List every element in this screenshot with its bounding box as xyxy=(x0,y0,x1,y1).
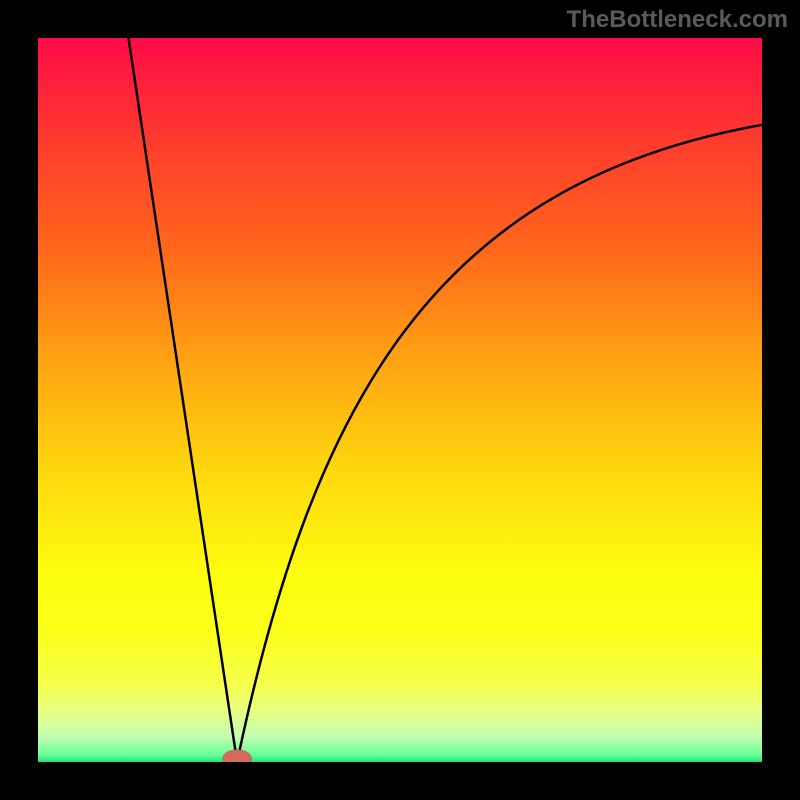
chart-container: TheBottleneck.com xyxy=(0,0,800,800)
plot-area xyxy=(38,38,762,762)
gradient-background xyxy=(38,38,762,762)
watermark-text: TheBottleneck.com xyxy=(567,6,788,34)
